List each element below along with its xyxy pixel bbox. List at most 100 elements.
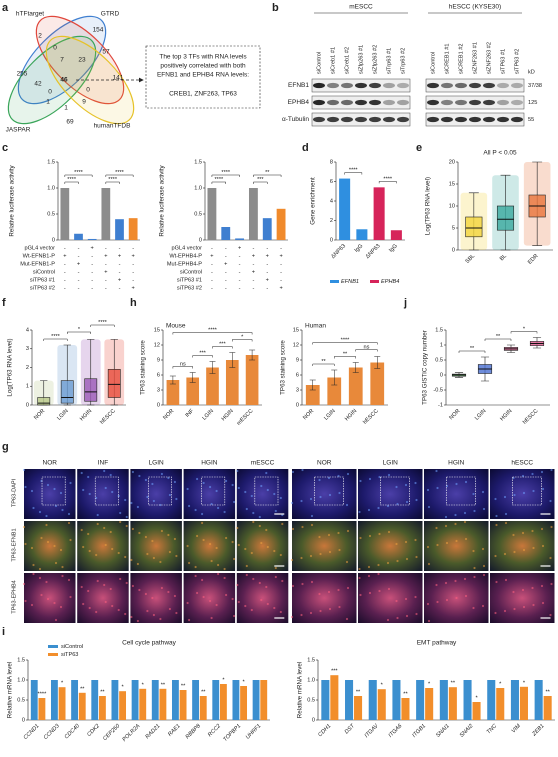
condition-sign: -: [64, 269, 66, 275]
condition-sign: -: [91, 261, 93, 267]
nucleus: [310, 580, 314, 584]
nucleus: [266, 545, 269, 549]
condition-sign: -: [266, 245, 268, 251]
y-tick-label: 1.5: [194, 159, 202, 165]
lane-label: siCREB1 #1: [444, 44, 450, 74]
significance-label: *: [222, 677, 225, 683]
band: [497, 116, 509, 123]
condition-label: Mut-EFNB1-P: [20, 261, 55, 267]
nucleus: [194, 574, 197, 578]
nucleus: [426, 545, 430, 549]
nucleus: [359, 536, 362, 540]
nucleus: [346, 472, 350, 476]
nucleus: [494, 611, 497, 615]
significance-label: *: [499, 681, 502, 687]
nucleus: [274, 575, 277, 579]
nucleus: [186, 487, 189, 491]
nucleus: [328, 607, 332, 611]
x-tick-label: TOPBP1: [222, 723, 242, 743]
condition-sign: -: [225, 245, 227, 251]
nucleus: [196, 591, 199, 595]
nucleus: [274, 509, 277, 513]
row-label: TP63-EFNB1: [11, 528, 17, 561]
nucleus: [131, 470, 134, 474]
nucleus: [32, 506, 35, 510]
nucleus: [319, 552, 322, 556]
condition-sign: -: [225, 277, 227, 283]
bar: [225, 360, 239, 405]
nucleus: [103, 583, 106, 587]
nucleus: [291, 584, 295, 588]
group-label: mESCC: [349, 4, 373, 11]
panel-letter: c: [2, 142, 8, 154]
nucleus: [513, 493, 516, 497]
nucleus: [473, 566, 476, 570]
condition-sign: -: [119, 269, 121, 275]
nucleus: [386, 504, 390, 508]
bar: [166, 380, 180, 405]
nucleus: [130, 615, 133, 619]
significance-label: **: [321, 359, 326, 365]
nucleus: [146, 609, 149, 613]
nucleus: [405, 500, 409, 504]
nucleus: [291, 527, 295, 531]
nucleus: [130, 558, 133, 562]
significance-label: ****: [98, 320, 108, 326]
y-tick-label: 9: [296, 357, 299, 363]
band: [327, 116, 339, 123]
lane-label: siZfp263 #1: [358, 45, 364, 74]
column-label: LGIN: [149, 460, 164, 467]
x-tick-label: IgG: [388, 243, 399, 254]
y-axis-label: TP63 staining score: [140, 340, 147, 395]
nucleus: [151, 596, 154, 600]
bracket: [67, 331, 91, 334]
nucleus: [445, 541, 449, 545]
significance-label: **: [161, 682, 166, 688]
y-tick-label: 0: [330, 237, 333, 243]
nucleus: [104, 543, 107, 547]
nucleus: [358, 576, 361, 580]
y-tick-label: 2: [330, 218, 333, 224]
lane-label: siZNF263 #2: [486, 42, 492, 74]
x-tick-label: NOR: [162, 408, 175, 421]
condition-sign: -: [91, 269, 93, 275]
nucleus: [358, 567, 361, 571]
bar: [327, 377, 342, 405]
bracket: [105, 174, 134, 177]
nucleus: [80, 528, 83, 532]
x-tick-label: LGIN: [323, 408, 336, 421]
nucleus: [223, 510, 226, 514]
nucleus: [481, 604, 485, 608]
nucleus: [215, 603, 218, 607]
nucleus: [24, 485, 27, 489]
nucleus: [309, 554, 313, 558]
zoom-box: [41, 476, 66, 506]
micrograph: [77, 469, 129, 519]
nucleus: [59, 548, 63, 552]
bar: [510, 680, 519, 720]
band: [427, 99, 439, 106]
condition-sign: -: [64, 245, 66, 251]
nucleus: [103, 526, 106, 530]
micrograph: [490, 521, 555, 571]
nucleus: [318, 535, 321, 539]
nucleus: [266, 488, 269, 492]
venn-set: [17, 15, 107, 105]
chart-title: Cell cycle pathway: [122, 640, 177, 647]
nucleus: [358, 510, 361, 514]
significance-label: ****: [208, 327, 218, 333]
condition-sign: -: [266, 269, 268, 275]
y-tick-label: 10: [449, 203, 455, 209]
band: [511, 82, 523, 89]
nucleus: [250, 551, 253, 555]
significance-label: ****: [108, 177, 118, 183]
nucleus: [368, 534, 372, 538]
nucleus: [237, 600, 240, 604]
panel-letter: i: [2, 626, 5, 638]
condition-sign: +: [252, 253, 255, 259]
chart-title: Human: [305, 323, 326, 330]
nucleus: [273, 492, 276, 496]
significance-label: **: [470, 346, 475, 352]
nucleus: [532, 489, 535, 493]
nucleus: [175, 554, 178, 558]
